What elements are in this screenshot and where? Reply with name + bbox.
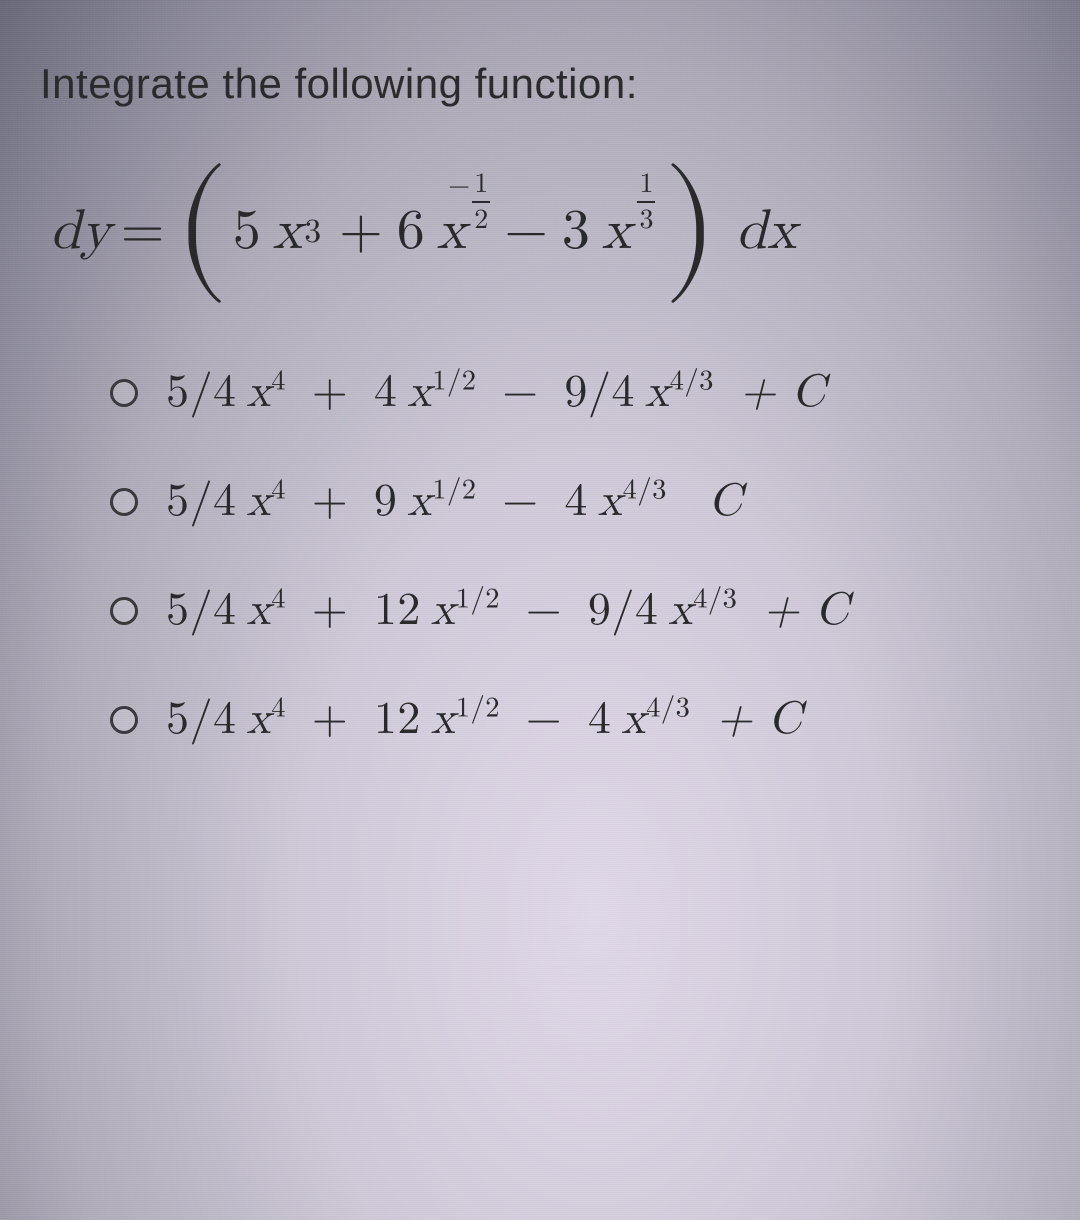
option-c[interactable]: 5/4x4 + 12x1/2 − 9/4x4/3 + C <box>110 583 1040 638</box>
option-b[interactable]: 5/4x4 + 9x1/2 − 4x4/3 C <box>110 474 1040 529</box>
t3-coeff: 3 <box>562 198 590 265</box>
option-d[interactable]: 5/4x4 + 12x1/2 − 4x4/3 + C <box>110 692 1040 747</box>
eq-equals: = <box>121 198 165 265</box>
t2-coeff: 6 <box>397 198 425 265</box>
t1-coeff: 5 <box>233 198 261 265</box>
question-prompt: Integrate the following function: <box>40 60 1040 108</box>
radio-icon[interactable] <box>110 379 138 407</box>
option-d-math: 5/4x4 + 12x1/2 − 4x4/3 + C <box>166 692 802 747</box>
t1-var: x <box>273 198 303 265</box>
option-b-math: 5/4x4 + 9x1/2 − 4x4/3 C <box>166 474 742 529</box>
radio-icon[interactable] <box>110 597 138 625</box>
option-c-math: 5/4x4 + 12x1/2 − 9/4x4/3 + C <box>166 583 849 638</box>
t3-var: x <box>602 198 632 265</box>
radio-icon[interactable] <box>110 706 138 734</box>
eq-dx: dx <box>736 198 797 265</box>
option-a-math: 5/4x4 + 4x1/2 − 9/4x4/3 + C <box>166 365 826 420</box>
eq-inner: 5 x3 + 6 x 1 2 − 3 x 1 3 <box>233 198 660 265</box>
radio-icon[interactable] <box>110 488 138 516</box>
t2-exp: 1 2 <box>472 170 490 234</box>
minus: − <box>504 198 548 265</box>
plus1: + <box>339 198 383 265</box>
t3-exp: 1 3 <box>637 170 655 234</box>
eq-lhs: dy <box>50 198 111 265</box>
answer-options: 5/4x4 + 4x1/2 − 9/4x4/3 + C 5/4x4 + 9x1/… <box>110 365 1040 747</box>
option-a[interactable]: 5/4x4 + 4x1/2 − 9/4x4/3 + C <box>110 365 1040 420</box>
equation-display: dy = ( 5 x3 + 6 x 1 2 − 3 x 1 <box>50 198 1040 265</box>
t2-var: x <box>437 198 467 265</box>
